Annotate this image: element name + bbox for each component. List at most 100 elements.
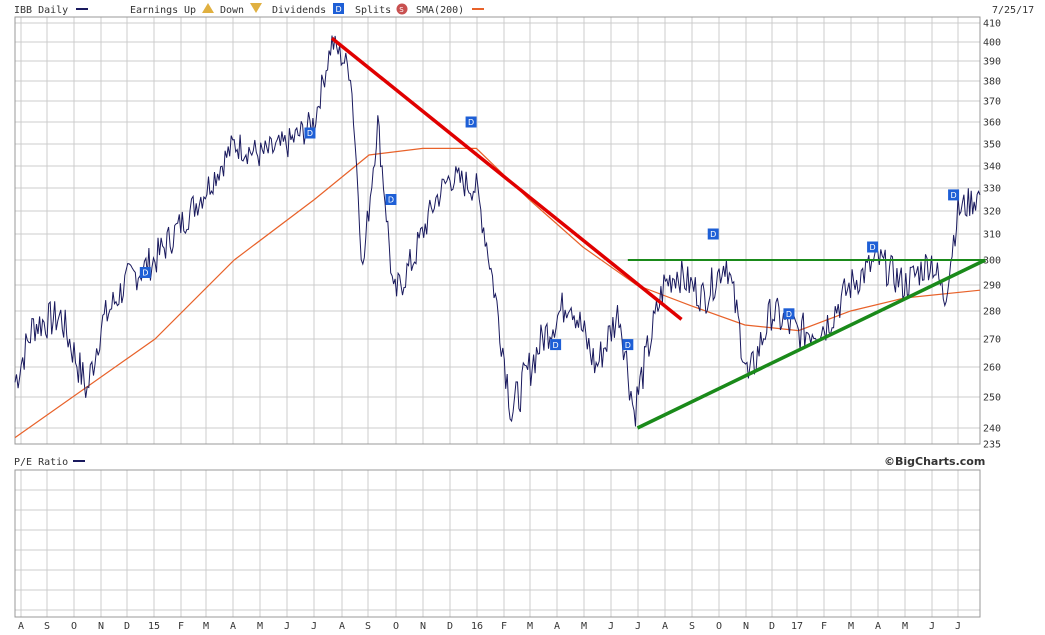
svg-text:D: D — [553, 341, 559, 350]
dividend-icon — [783, 308, 795, 320]
y-tick-label: 260 — [983, 363, 1001, 374]
x-axis: A S O N D 15 F M A M J J A S O N D 16 F M A M J J A S O N D 17 F M A M J J — [18, 621, 961, 632]
dividend-marker: D — [385, 194, 397, 205]
y-tick-label: 250 — [983, 393, 1001, 404]
pe-ratio-grid — [15, 470, 980, 617]
y-tick-label: 310 — [983, 230, 1001, 241]
dividend-icon — [622, 339, 634, 351]
x-tick-label: M — [257, 621, 263, 632]
svg-text:D: D — [869, 243, 875, 252]
y-tick-label: 290 — [983, 281, 1001, 292]
y-tick-label: 410 — [983, 19, 1001, 30]
x-tick-label: O — [716, 621, 722, 632]
pe-ratio-label: P/E Ratio — [14, 457, 68, 468]
svg-text:S: S — [399, 6, 404, 14]
x-tick-label: D — [447, 621, 453, 632]
sma-label: SMA(200) — [416, 5, 464, 16]
trend-lines — [330, 36, 987, 430]
y-tick-label: 235 — [983, 440, 1001, 451]
x-tick-label: F — [821, 621, 827, 632]
y-tick-label: 370 — [983, 97, 1001, 108]
x-tick-label: M — [527, 621, 533, 632]
dividend-icon — [707, 228, 719, 240]
x-tick-label: S — [44, 621, 50, 632]
earnings-up-label: Up — [184, 5, 196, 16]
svg-text:D: D — [388, 196, 394, 205]
x-tick-label: M — [581, 621, 587, 632]
x-tick-label: J — [608, 621, 614, 632]
y-tick-label: 360 — [983, 118, 1001, 129]
svg-text:D: D — [468, 118, 474, 127]
y-tick-label: 300 — [983, 256, 1001, 267]
main-plot-frame — [14, 16, 981, 445]
sma-series — [14, 147, 981, 439]
y-axis: 235 240 250 260 270 280 290 300 310 320 330 340 350 3… — [983, 19, 1001, 451]
sma-line — [14, 147, 981, 439]
x-tick-label: F — [178, 621, 184, 632]
dividends-label: Dividends — [272, 5, 326, 16]
main-grid — [15, 17, 980, 445]
y-tick-label: 280 — [983, 307, 1001, 318]
dividend-marker: D — [550, 339, 562, 351]
svg-text:D: D — [710, 230, 716, 239]
dividend-marker: D — [139, 267, 151, 278]
y-tick-label: 340 — [983, 162, 1001, 173]
x-tick-label: D — [769, 621, 775, 632]
x-tick-label: A — [662, 621, 668, 632]
svg-text:D: D — [786, 310, 792, 319]
x-tick-label: O — [393, 621, 399, 632]
svg-text:D: D — [950, 191, 956, 200]
pe-ratio-frame — [14, 469, 981, 618]
x-tick-label: M — [902, 621, 908, 632]
y-tick-label: 270 — [983, 335, 1001, 346]
earnings-up-icon — [202, 3, 214, 13]
x-tick-label: A — [554, 621, 560, 632]
x-tick-label: J — [635, 621, 641, 632]
dividend-marker: D — [948, 189, 960, 201]
y-tick-label: 390 — [983, 57, 1001, 68]
dividend-icon — [550, 339, 562, 351]
x-tick-label: M — [848, 621, 854, 632]
earnings-down-icon — [250, 3, 262, 13]
y-tick-label: 320 — [983, 207, 1001, 218]
green-uptrend-line — [636, 258, 987, 430]
dividend-marker: D — [465, 116, 477, 128]
y-tick-label: 350 — [983, 140, 1001, 151]
y-tick-label: 240 — [983, 424, 1001, 435]
earnings-label: Earnings — [130, 5, 178, 16]
x-tick-label: A — [339, 621, 345, 632]
x-tick-label: S — [365, 621, 371, 632]
x-tick-label: A — [875, 621, 881, 632]
x-tick-label: D — [124, 621, 130, 632]
y-tick-label: 400 — [983, 38, 1001, 49]
dividend-icon — [139, 267, 151, 278]
dividend-icon — [385, 194, 397, 205]
svg-text:D: D — [142, 269, 148, 278]
dividend-marker: D — [304, 127, 316, 139]
symbol-label: IBB Daily — [14, 5, 68, 16]
dividend-icon — [867, 241, 879, 253]
y-tick-label: 330 — [983, 184, 1001, 195]
date-label: 7/25/17 — [992, 5, 1034, 16]
splits-label: Splits — [355, 5, 391, 16]
x-tick-label: O — [71, 621, 77, 632]
svg-text:D: D — [307, 129, 313, 138]
x-tick-label: 17 — [791, 621, 803, 632]
svg-text:D: D — [625, 341, 631, 350]
price-line — [14, 35, 981, 427]
dividend-marker: D — [783, 308, 795, 320]
x-tick-label: J — [284, 621, 290, 632]
x-tick-label: J — [311, 621, 317, 632]
dividend-markers: D D D D D D D D D D — [139, 116, 960, 351]
x-tick-label: N — [98, 621, 104, 632]
x-tick-label: J — [955, 621, 961, 632]
dividend-marker: D — [707, 228, 719, 240]
x-tick-label: J — [929, 621, 935, 632]
dividend-marker: D — [622, 339, 634, 351]
red-downtrend-line — [330, 36, 683, 321]
x-tick-label: S — [689, 621, 695, 632]
price-series — [14, 35, 981, 427]
x-tick-label: 15 — [148, 621, 160, 632]
dividend-legend-icon — [333, 3, 344, 14]
